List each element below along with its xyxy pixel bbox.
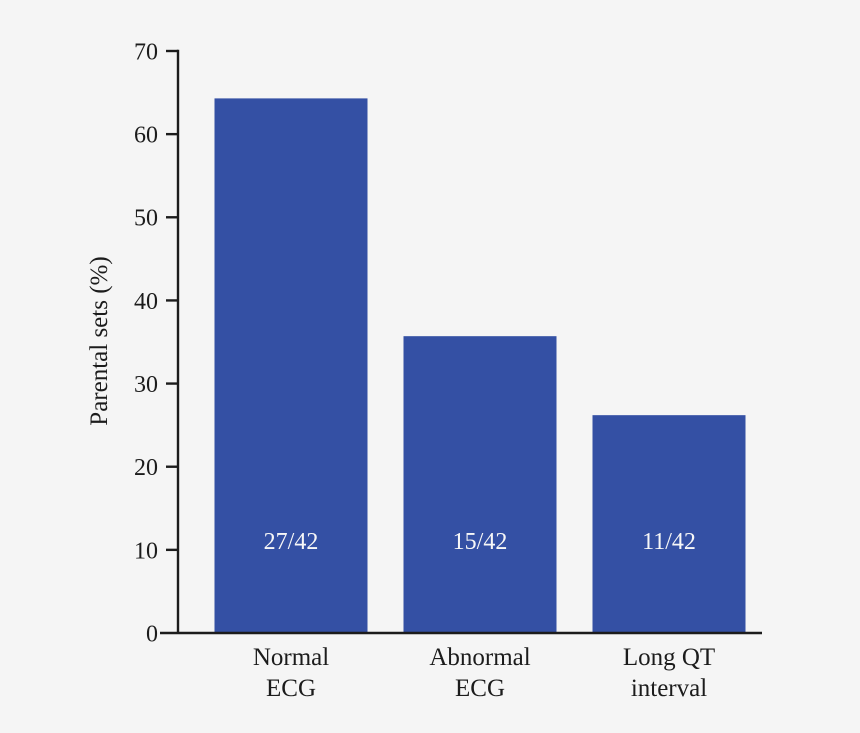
category-label-3-line-1: Long QT <box>623 644 715 671</box>
bar-label-1: 27/42 <box>264 529 319 555</box>
y-tick-label-50: 50 <box>134 206 158 232</box>
bar-3 <box>592 415 746 633</box>
category-label-2-line-2: ECG <box>455 675 505 702</box>
y-tick-label-40: 40 <box>134 289 158 315</box>
y-axis-title: Parental sets (%) <box>86 256 113 425</box>
y-tick-label-10: 10 <box>134 538 158 564</box>
bar-label-2: 15/42 <box>453 529 508 555</box>
category-label-2-line-1: Abnormal <box>429 644 530 671</box>
y-tick-label-30: 30 <box>134 372 158 398</box>
category-label-3-line-2: interval <box>631 675 707 702</box>
category-label-1-line-2: ECG <box>266 675 316 702</box>
y-tick-label-60: 60 <box>134 123 158 149</box>
bar-label-3: 11/42 <box>642 529 696 555</box>
bar-2 <box>403 336 557 633</box>
bar-1 <box>214 98 368 634</box>
y-tick-label-70: 70 <box>134 39 158 65</box>
category-label-1-line-1: Normal <box>253 644 329 671</box>
y-tick-label-0: 0 <box>146 621 158 647</box>
y-tick-label-20: 20 <box>134 455 158 481</box>
